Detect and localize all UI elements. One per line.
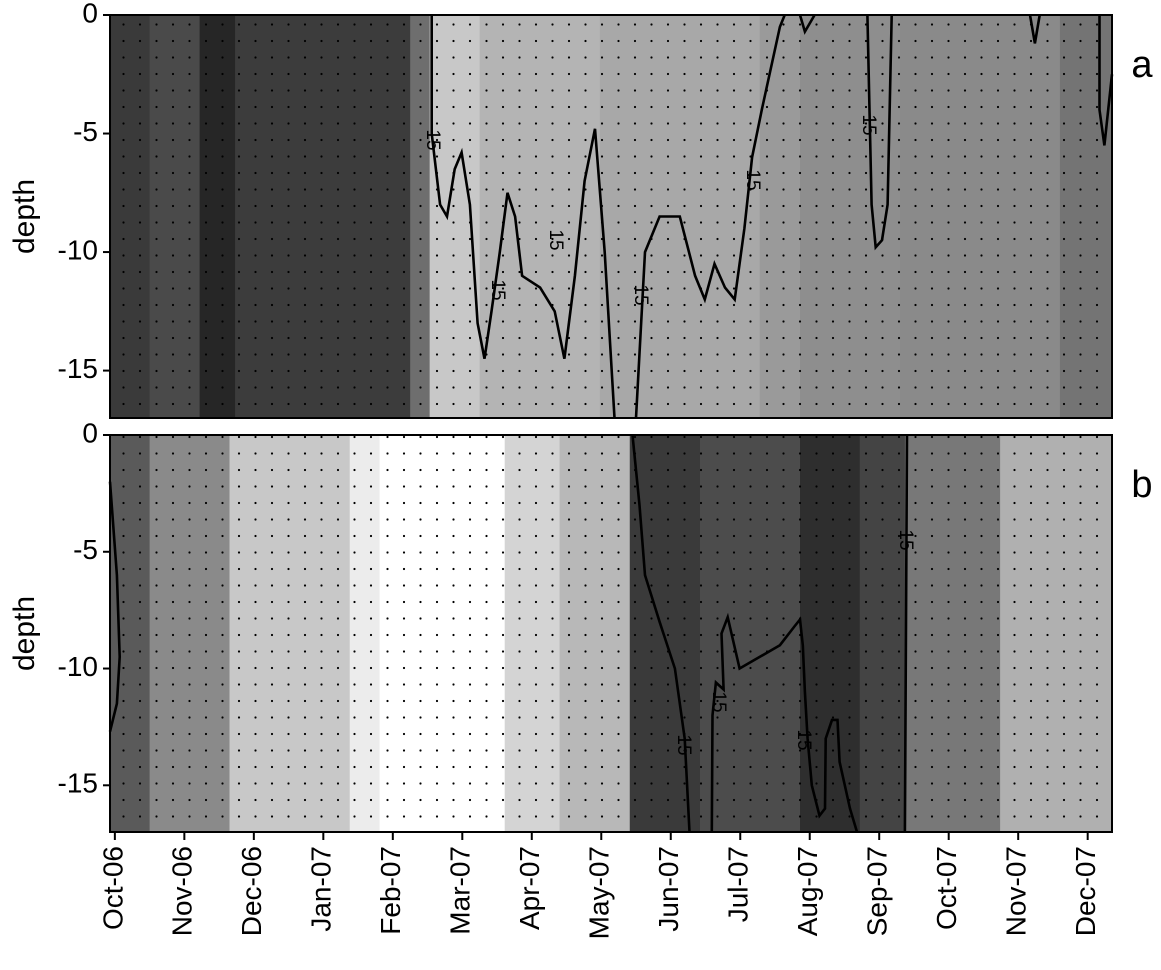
x-tick-label: Feb-07 (375, 846, 406, 935)
x-tick-label: Jun-07 (653, 846, 684, 932)
contour-label: 15 (673, 734, 694, 755)
contour-line (430, 14, 1114, 419)
y-axis-label: depth (8, 596, 41, 671)
contour-label: 15 (422, 129, 443, 150)
y-tick-label: -15 (58, 353, 98, 384)
x-tick-label: Aug-07 (792, 846, 823, 936)
sample-dots (110, 435, 1112, 832)
y-tick-label: -15 (58, 768, 98, 799)
contour-label: 15 (793, 729, 814, 750)
contour-label: 15 (630, 284, 651, 305)
y-tick-label: -10 (58, 651, 98, 682)
y-tick-label: 0 (82, 417, 98, 448)
panel-label: b (1131, 464, 1152, 506)
contour-label: 15 (545, 229, 566, 250)
y-tick-label: -10 (58, 234, 98, 265)
y-tick-label: -5 (73, 534, 98, 565)
x-tick-label: Jan-07 (306, 846, 337, 932)
plot-frame (109, 14, 1113, 419)
x-tick-label: May-07 (584, 846, 615, 939)
x-tick-label: Oct-06 (97, 846, 128, 930)
x-tick-label: Mar-07 (445, 846, 476, 935)
contour-label: 15 (895, 529, 916, 550)
x-tick-label: Dec-06 (236, 846, 267, 936)
contour-label: 15 (708, 691, 729, 712)
x-tick-label: Nov-06 (167, 846, 198, 936)
plot-frame (109, 434, 1113, 833)
x-tick-label: Apr-07 (514, 846, 545, 930)
x-tick-label: Oct-07 (931, 846, 962, 930)
panel-label: a (1131, 44, 1153, 86)
contour-line (108, 434, 909, 833)
y-tick-label: -5 (73, 116, 98, 147)
contour-label: 15 (858, 114, 879, 135)
x-tick-label: Jul-07 (723, 846, 754, 922)
y-tick-label: 0 (82, 0, 98, 28)
x-tick-label: Sep-07 (862, 846, 893, 936)
x-tick-label: Dec-07 (1070, 846, 1101, 936)
x-tick-label: Nov-07 (1001, 846, 1032, 936)
contour-label: 15 (487, 279, 508, 300)
contour-label: 15 (742, 169, 763, 190)
y-axis-label: depth (8, 179, 41, 254)
